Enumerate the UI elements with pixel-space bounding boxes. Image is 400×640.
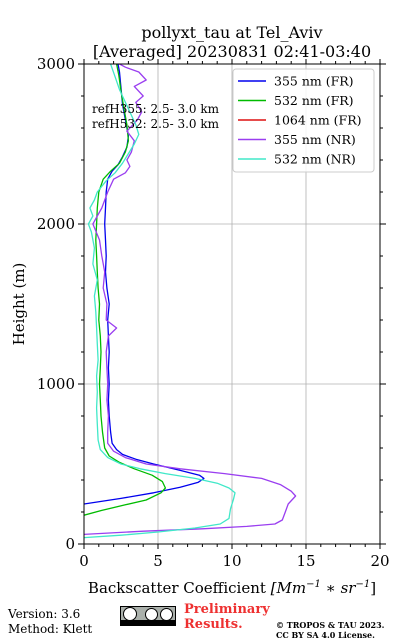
x-tick-label: 0	[79, 552, 89, 570]
chart-title: pollyxt_tau at Tel_Aviv	[141, 23, 322, 42]
cc-logo-icon	[123, 607, 137, 621]
x-axis-label-exp2: −1	[355, 579, 370, 590]
legend-box	[232, 68, 375, 173]
x-axis-label-exp1: −1	[306, 579, 321, 590]
series-line-3	[84, 64, 297, 536]
copyright-notice: © TROPOS & TAU 2023. CC BY SA 4.0 Licens…	[276, 620, 384, 640]
copyright-line-2: CC BY SA 4.0 License.	[276, 630, 375, 640]
y-tick-label: 2000	[37, 215, 75, 233]
ref-height-532: refH532: 2.5- 3.0 km	[92, 117, 220, 131]
x-tick-label: 15	[296, 552, 315, 570]
x-axis-label: Backscatter Coefficient [Mm−1 ∗ sr−1]	[88, 579, 376, 597]
axis-ticks	[78, 59, 386, 549]
y-tick-labels: 0 1000 2000 3000	[37, 55, 75, 553]
y-tick-label: 1000	[37, 375, 75, 393]
version-text: Version: 3.6	[8, 607, 81, 621]
ref-height-355: refH355: 2.5- 3.0 km	[92, 102, 220, 116]
y-tick-label: 3000	[37, 55, 75, 73]
chart-subtitle: [Averaged] 20230831 02:41-03:40	[93, 42, 371, 61]
legend-label-1: 532 nm (FR)	[274, 93, 354, 108]
x-tick-label: 20	[370, 552, 389, 570]
footer-version-method: Version: 3.6 Method: Klett	[8, 607, 92, 637]
preliminary-results-notice: Preliminary Results.	[184, 602, 270, 632]
x-tick-labels: 0 5 10 15 20	[79, 552, 389, 570]
cc-badge-strip	[121, 620, 175, 625]
legend-entries: 355 nm (FR) 532 nm (FR) 1064 nm (FR) 355 nm…	[238, 74, 362, 167]
legend-label-0: 355 nm (FR)	[274, 74, 354, 89]
series-line-4	[84, 64, 236, 539]
method-text: Method: Klett	[8, 622, 93, 636]
x-axis-label-end: ]	[370, 579, 376, 597]
cc-license-badge-icon	[120, 606, 176, 626]
y-axis-label: Height (m)	[10, 263, 28, 346]
x-axis-label-prefix: Backscatter Coefficient	[88, 579, 271, 597]
series-line-1	[84, 64, 167, 516]
x-tick-label: 5	[153, 552, 163, 570]
legend-label-2: 1064 nm (FR)	[274, 113, 362, 128]
copyright-line-1: © TROPOS & TAU 2023.	[276, 620, 385, 630]
legend-label-4: 532 nm (NR)	[274, 152, 356, 167]
x-axis-label-unit: [Mm	[271, 579, 306, 597]
series-lines	[84, 64, 297, 539]
legend-label-3: 355 nm (NR)	[274, 132, 356, 147]
x-axis-label-mid: ∗ sr	[321, 579, 356, 597]
x-tick-label: 10	[222, 552, 241, 570]
legend: 355 nm (FR) 532 nm (FR) 1064 nm (FR) 355 nm…	[232, 68, 375, 173]
preliminary-line-2: Results.	[184, 617, 243, 632]
preliminary-line-1: Preliminary	[184, 602, 270, 617]
y-tick-label: 0	[65, 535, 75, 553]
